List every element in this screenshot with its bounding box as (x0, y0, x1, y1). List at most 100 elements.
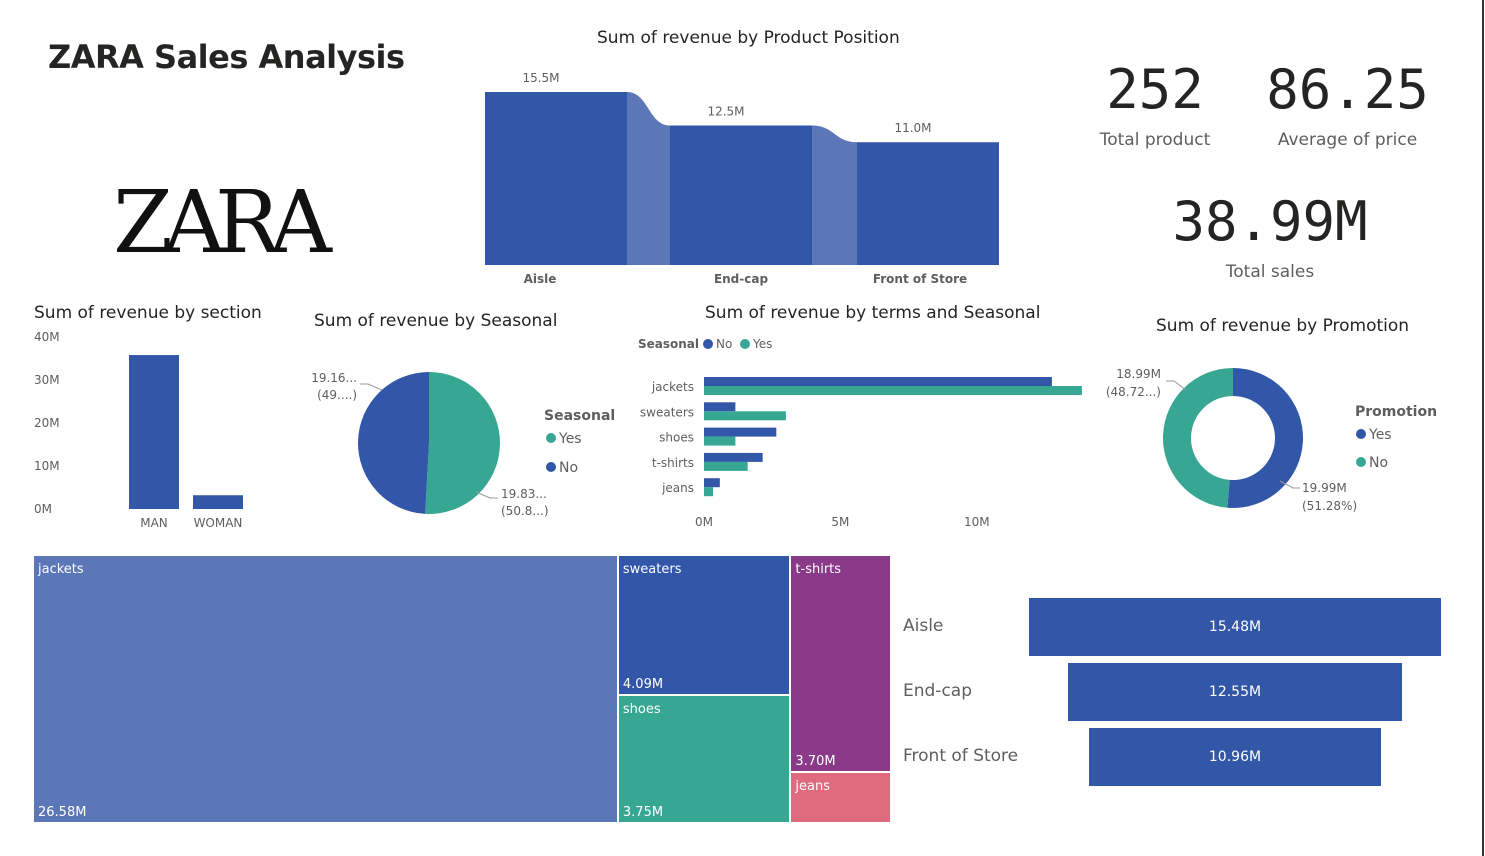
funnel-bar: 15.48M (1029, 598, 1441, 656)
terms-legend-dot-no (703, 339, 713, 349)
terms-bar-yes (704, 411, 786, 421)
terms-legend-no: No (716, 337, 732, 351)
position-category-label: Front of Store (873, 272, 967, 286)
seasonal-label-no-value: 19.16... (311, 371, 357, 385)
section-y-tick: 10M (34, 459, 60, 473)
terms-category-label: jackets (651, 380, 694, 394)
promotion-legend-dot-yes (1356, 429, 1366, 439)
page-title: ZARA Sales Analysis (48, 38, 405, 76)
terms-bar-yes (704, 487, 714, 497)
promotion-chart: 19.99M (51.28%) 18.99M (48.72...) Promotion Y… (1106, 367, 1437, 513)
position-category-label: End-cap (714, 272, 769, 286)
section-x-label: MAN (140, 516, 168, 530)
promotion-legend-no: No (1369, 455, 1388, 471)
treemap-tile-shoes: shoes 3.75M (617, 694, 791, 823)
section-y-tick: 0M (34, 502, 52, 516)
section-chart-title: Sum of revenue by section (34, 303, 262, 323)
seasonal-chart: 19.83... (50.8...) 19.16... (49....) Seasona… (311, 371, 615, 518)
treemap-tile-t-shirts: t-shirts 3.70M (790, 555, 891, 772)
terms-x-tick: 0M (695, 515, 713, 529)
seasonal-legend-dot-no (546, 462, 556, 472)
section-bar (193, 495, 243, 509)
position-category-label: Aisle (524, 272, 557, 286)
treemap-tile-label: shoes (622, 701, 661, 717)
seasonal-leader-yes (475, 491, 498, 499)
kpi-total-product-value: 252 (1106, 58, 1204, 121)
funnel-bar: 12.55M (1067, 663, 1402, 721)
promotion-label-no-pct: (48.72...) (1106, 385, 1161, 399)
section-chart: 0M 10M 20M 30M 40M MAN WOMAN (34, 330, 243, 530)
terms-legend-dot-yes (740, 339, 750, 349)
promotion-legend-dot-no (1356, 457, 1366, 467)
position-ribbon (812, 125, 857, 265)
seasonal-legend-dot-yes (546, 433, 556, 443)
terms-legend-title: Seasonal (638, 337, 699, 351)
seasonal-label-yes-value: 19.83... (501, 487, 547, 501)
terms-bar-yes (704, 461, 748, 471)
position-bar (485, 92, 627, 265)
kpi-avg-price-label: Average of price (1277, 130, 1418, 150)
treemap-tile-jeans: jeans (790, 771, 891, 823)
seasonal-chart-title: Sum of revenue by Seasonal (314, 311, 558, 331)
kpi-total-sales-value: 38.99M (1172, 190, 1368, 253)
treemap-tile-label: jackets (38, 562, 84, 577)
promotion-leader-no (1166, 380, 1187, 391)
seasonal-leader-no (360, 383, 383, 391)
terms-category-label: shoes (659, 431, 694, 445)
promotion-label-yes-value: 19.99M (1302, 481, 1347, 495)
terms-bar-yes (704, 386, 1082, 395)
treemap-tile-value: 3.70M (795, 753, 836, 769)
terms-x-tick: 5M (831, 515, 849, 529)
terms-legend-yes: Yes (752, 337, 772, 351)
treemap-tile-value: 3.75M (622, 804, 664, 820)
promotion-leader-yes (1279, 480, 1300, 489)
funnel-category-label: End-cap (903, 681, 972, 701)
position-bar (670, 125, 812, 265)
position-chart: 15.5M Aisle 12.5M End-cap 11.0M Front of Stor… (485, 71, 999, 286)
treemap-tile-jackets: jackets 26.58M (33, 555, 618, 823)
terms-category-label: jeans (661, 481, 694, 495)
position-bar (857, 142, 999, 265)
treemap-tile-sweaters: sweaters 4.09M (617, 555, 791, 695)
section-x-label: WOMAN (194, 516, 243, 530)
position-ribbon (627, 92, 670, 265)
treemap-tile-label: jeans (795, 778, 831, 794)
zara-logo: ZARA (113, 172, 332, 273)
terms-bar-no (704, 377, 1052, 386)
section-y-tick: 40M (34, 330, 60, 344)
funnel-category-label: Front of Store (903, 746, 1019, 766)
promotion-chart-title: Sum of revenue by Promotion (1156, 316, 1410, 336)
section-y-tick: 30M (34, 373, 60, 387)
position-data-label: 11.0M (894, 121, 931, 135)
seasonal-legend-title: Seasonal (544, 408, 615, 424)
kpi-avg-price-value: 86.25 (1266, 58, 1429, 121)
terms-x-tick: 10M (964, 515, 990, 529)
treemap-tile-value: 26.58M (38, 805, 87, 820)
kpi-total-sales-label: Total sales (1225, 262, 1315, 282)
section-bar (129, 355, 179, 509)
seasonal-legend-no: No (559, 460, 578, 476)
right-border (1482, 0, 1484, 856)
seasonal-slice-yes (425, 372, 500, 514)
promotion-label-yes-pct: (51.28%) (1302, 499, 1357, 513)
promotion-label-no-value: 18.99M (1116, 367, 1161, 381)
promotion-legend-yes: Yes (1368, 427, 1392, 443)
terms-chart-title: Sum of revenue by terms and Seasonal (705, 303, 1041, 323)
funnel-bar: 10.96M (1089, 728, 1381, 786)
treemap-chart: jackets 26.58M sweaters 4.09M shoes 3.75M t-sh… (33, 555, 891, 823)
terms-bar-no (704, 478, 720, 488)
terms-bar-yes (704, 436, 736, 446)
terms-bar-no (704, 427, 777, 437)
promotion-slice-no (1163, 368, 1233, 508)
treemap-tile-label: sweaters (622, 562, 682, 577)
treemap-tile-value: 4.09M (622, 676, 664, 692)
seasonal-legend-yes: Yes (558, 431, 582, 447)
section-y-tick: 20M (34, 416, 60, 430)
terms-bar-no (704, 402, 736, 412)
seasonal-slice-no (358, 372, 429, 514)
funnel-chart: Aisle 15.48M End-cap 12.55M Front of Store 10… (890, 590, 1450, 800)
terms-category-label: t-shirts (652, 456, 694, 470)
funnel-category-label: Aisle (903, 616, 944, 636)
position-data-label: 15.5M (522, 71, 559, 85)
kpi-total-product-label: Total product (1099, 130, 1211, 150)
